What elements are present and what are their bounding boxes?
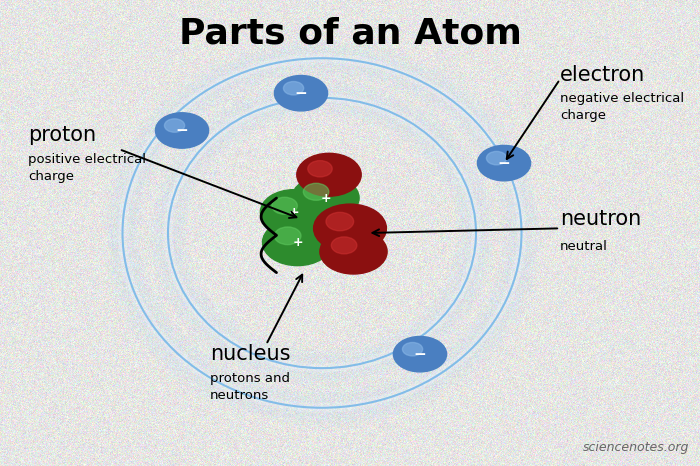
- Text: Parts of an Atom: Parts of an Atom: [178, 16, 522, 50]
- Circle shape: [292, 176, 359, 220]
- Circle shape: [314, 204, 386, 253]
- Circle shape: [326, 212, 354, 231]
- Circle shape: [272, 197, 298, 214]
- Circle shape: [262, 219, 332, 266]
- Text: −: −: [176, 123, 188, 138]
- Text: −: −: [498, 156, 510, 171]
- Circle shape: [274, 227, 301, 245]
- Circle shape: [303, 183, 329, 200]
- Text: electron: electron: [560, 65, 645, 84]
- Text: −: −: [295, 86, 307, 101]
- Circle shape: [320, 229, 387, 274]
- Text: neutron: neutron: [560, 209, 641, 229]
- Circle shape: [331, 237, 357, 254]
- Circle shape: [297, 153, 361, 196]
- Circle shape: [274, 75, 328, 111]
- Circle shape: [284, 82, 304, 95]
- Text: −: −: [414, 347, 426, 362]
- Text: nucleus: nucleus: [210, 344, 290, 364]
- Circle shape: [486, 151, 507, 165]
- Text: positive electrical
charge: positive electrical charge: [28, 153, 146, 183]
- Text: neutral: neutral: [560, 240, 608, 254]
- Text: +: +: [288, 206, 300, 219]
- Text: negative electrical
charge: negative electrical charge: [560, 92, 684, 122]
- Circle shape: [308, 161, 332, 177]
- Circle shape: [393, 336, 447, 372]
- Text: proton: proton: [28, 125, 96, 145]
- Circle shape: [402, 343, 423, 356]
- Circle shape: [477, 145, 531, 181]
- Text: +: +: [292, 236, 303, 249]
- Text: protons and
neutrons: protons and neutrons: [210, 372, 290, 402]
- Text: sciencenotes.org: sciencenotes.org: [583, 441, 690, 454]
- Text: +: +: [320, 192, 331, 205]
- Circle shape: [164, 119, 185, 132]
- Circle shape: [260, 190, 328, 234]
- Circle shape: [155, 113, 209, 148]
